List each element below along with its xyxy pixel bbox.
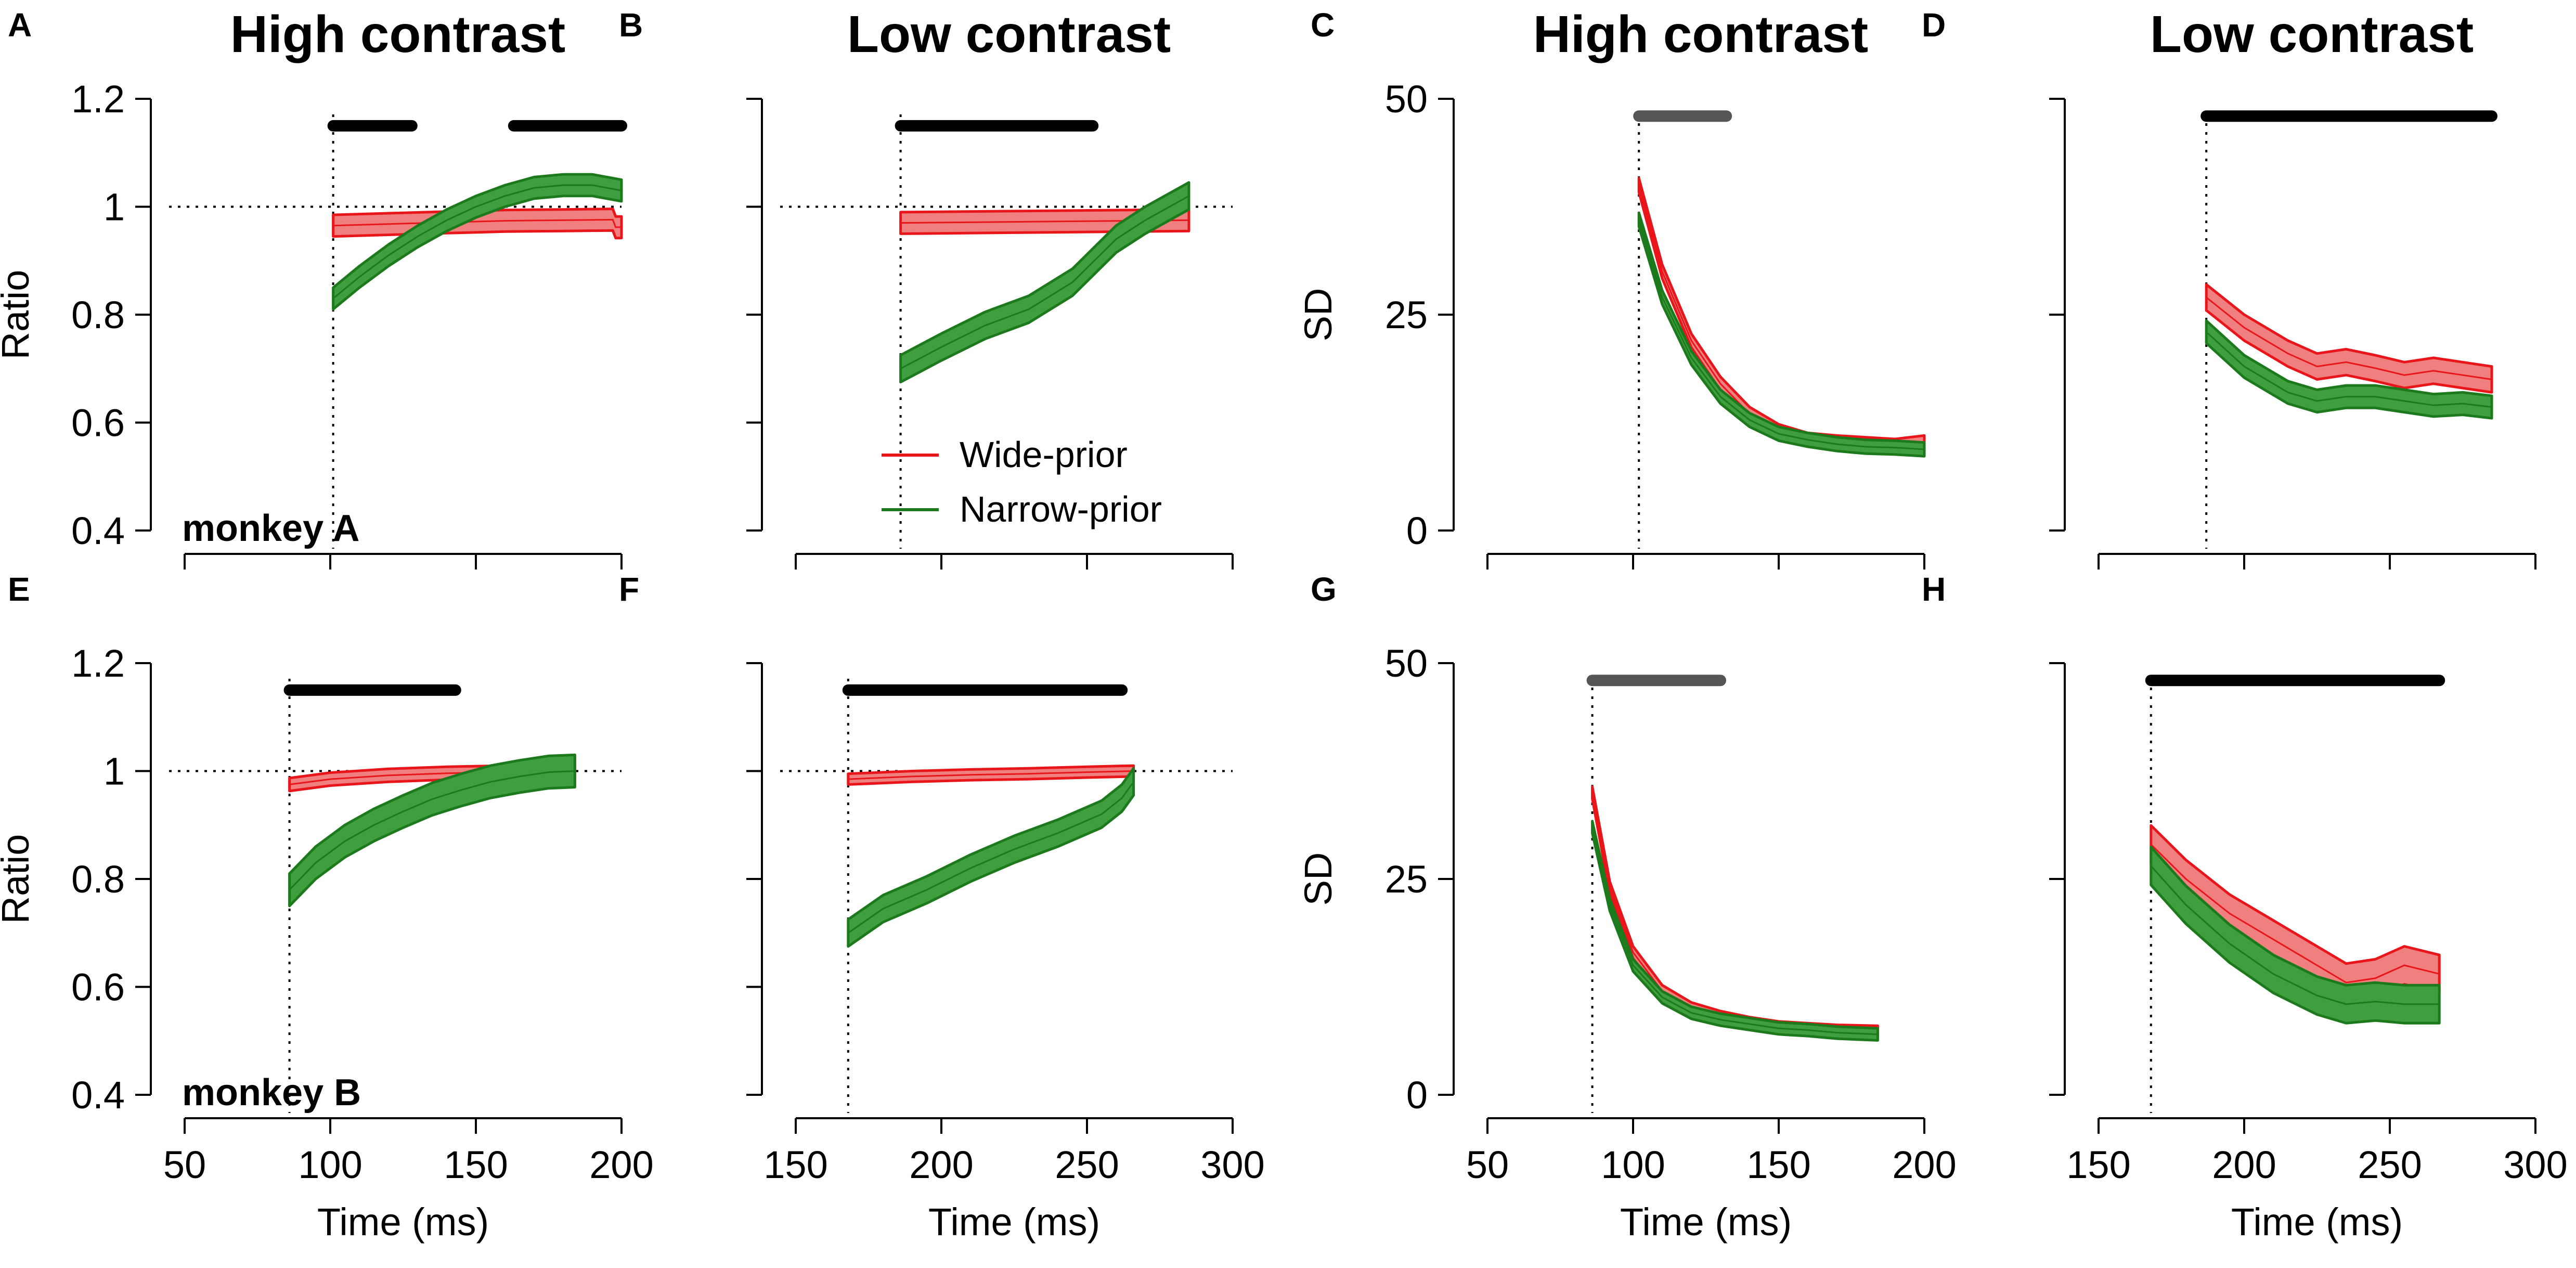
y-tick-label: 50 (1385, 642, 1428, 685)
y-tick-label: 0.6 (71, 966, 125, 1009)
y-tick-label: 25 (1385, 293, 1428, 337)
wide-prior-band (1591, 785, 1879, 1039)
narrow-prior-band (288, 753, 576, 908)
y-tick-label: 0 (1406, 509, 1428, 552)
y-axis-label: Ratio (0, 834, 37, 924)
panel-e: E 0.4 0.6 0.8 1 1.2 Ratio 50 100 150 200 Time (ms) m… (0, 571, 654, 1244)
wide-prior-band (2205, 283, 2493, 394)
panel-h: H 150 200 250 300 Time (ms) (1922, 571, 2568, 1244)
wide-prior-line (333, 218, 622, 228)
narrow-prior-band (847, 767, 1135, 948)
x-tick-label: 250 (1055, 1143, 1119, 1186)
panel-a: A High contrast 0.4 0.6 0.8 1 1.2 Ratio monkey A (0, 5, 627, 570)
panel-b: B Low contrast Wide-prior Narrow-prior (619, 5, 1234, 570)
monkey-label: monkey B (182, 1072, 361, 1114)
y-tick-label: 0.8 (71, 293, 125, 337)
y-tick-label: 1.2 (71, 642, 125, 685)
x-tick-label: 150 (444, 1143, 508, 1186)
y-tick-label: 0.4 (71, 509, 125, 552)
narrow-prior-line (332, 184, 622, 300)
y-tick-label: 25 (1385, 858, 1428, 901)
panel-letter: E (8, 571, 30, 608)
x-tick-label: 300 (1200, 1143, 1264, 1186)
x-tick-label: 200 (909, 1143, 973, 1186)
monkey-label: monkey A (182, 508, 359, 549)
y-tick-label: 1 (103, 186, 125, 229)
y-tick-label: 0.4 (71, 1073, 125, 1117)
narrow-prior-band (332, 173, 623, 311)
narrow-prior-line (1591, 827, 1878, 1036)
y-tick-label: 1 (103, 750, 125, 793)
panel-letter: F (619, 571, 639, 608)
narrow-prior-line (2206, 331, 2492, 408)
panel-letter: H (1922, 571, 1946, 608)
panel-title: Low contrast (847, 5, 1171, 63)
x-axis-label: Time (ms) (1620, 1200, 1792, 1244)
x-tick-label: 150 (2066, 1143, 2130, 1186)
wide-prior-band (1637, 177, 1926, 455)
x-axis-label: Time (ms) (317, 1200, 489, 1244)
narrow-prior-band (1637, 211, 1926, 458)
narrow-prior-band (2150, 846, 2441, 1025)
panel-letter: C (1311, 6, 1335, 44)
panel-f: F 150 200 250 300 Time (ms) (619, 571, 1265, 1244)
y-axis-label: Ratio (0, 270, 37, 360)
y-tick-label: 50 (1385, 77, 1428, 121)
x-tick-label: 150 (763, 1143, 827, 1186)
wide-prior-line (848, 770, 1134, 780)
panel-letter: A (8, 6, 32, 44)
x-tick-label: 200 (2212, 1143, 2276, 1186)
narrow-prior-line (847, 781, 1134, 934)
wide-prior-line (2206, 296, 2492, 380)
panel-letter: G (1311, 571, 1337, 608)
x-tick-label: 200 (589, 1143, 653, 1186)
narrow-prior-line (1638, 219, 1925, 450)
x-tick-label: 100 (1601, 1143, 1665, 1186)
narrow-prior-line (289, 770, 575, 890)
y-tick-label: 0.6 (71, 402, 125, 445)
panel-letter: D (1922, 6, 1946, 44)
y-tick-label: 0 (1406, 1073, 1428, 1117)
narrow-prior-line (900, 195, 1189, 370)
legend-narrow-label: Narrow-prior (960, 489, 1162, 529)
narrow-prior-line (2150, 865, 2440, 1005)
panel-letter: B (619, 6, 643, 44)
narrow-prior-band (1591, 820, 1879, 1042)
y-axis-label: SD (1297, 852, 1340, 906)
x-tick-label: 250 (2358, 1143, 2422, 1186)
x-tick-label: 50 (163, 1143, 206, 1186)
x-tick-label: 50 (1466, 1143, 1509, 1186)
x-tick-label: 100 (298, 1143, 362, 1186)
panel-g: G 0 25 50 SD 50 100 150 200 Time (ms) (1297, 571, 1957, 1244)
legend: Wide-prior Narrow-prior (882, 434, 1162, 529)
x-tick-label: 150 (1746, 1143, 1810, 1186)
narrow-prior-band (2205, 319, 2493, 420)
panel-d: D Low contrast (1922, 5, 2536, 570)
y-tick-label: 1.2 (71, 77, 125, 121)
panel-title: High contrast (1533, 5, 1868, 63)
x-axis-label: Time (ms) (928, 1200, 1100, 1244)
y-axis-label: SD (1297, 288, 1340, 342)
wide-prior-line (2150, 844, 2440, 984)
panel-title: Low contrast (2150, 5, 2474, 63)
x-tick-label: 200 (1892, 1143, 1956, 1186)
panel-title: High contrast (230, 5, 565, 63)
legend-wide-label: Wide-prior (960, 434, 1128, 475)
panel-c: C High contrast 0 25 50 SD (1297, 5, 1926, 570)
x-tick-label: 300 (2503, 1143, 2567, 1186)
y-tick-label: 0.8 (71, 858, 125, 901)
wide-prior-line (1591, 792, 1878, 1033)
x-axis-label: Time (ms) (2231, 1200, 2403, 1244)
